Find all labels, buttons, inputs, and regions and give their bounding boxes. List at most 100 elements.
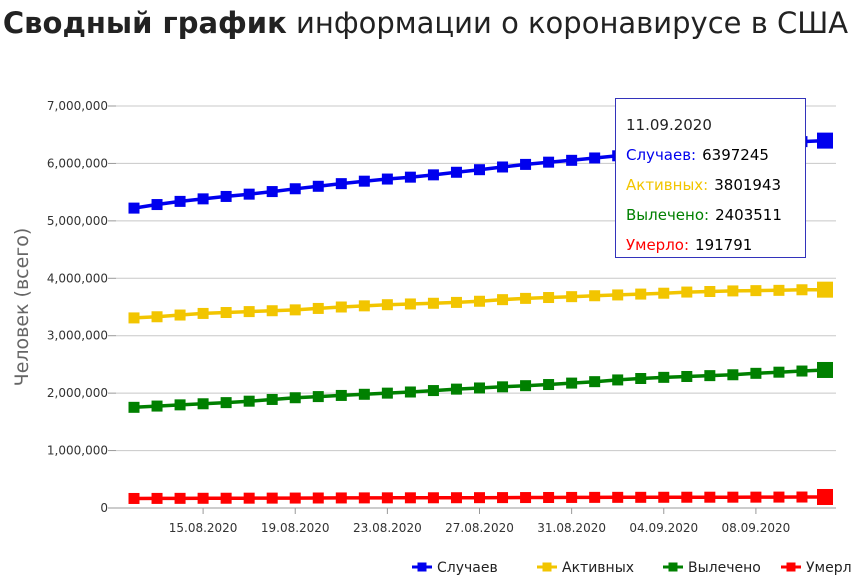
data-point: [358, 300, 370, 312]
data-point: [750, 367, 762, 379]
data-point: [128, 202, 140, 214]
data-point: [474, 382, 485, 394]
data-point: [635, 372, 647, 384]
data-point: [635, 491, 647, 503]
data-point: [543, 379, 555, 391]
data-point: [243, 306, 255, 318]
tooltip-row-active: Активных: 3801943: [626, 170, 805, 200]
y-tick-label: 3,000,000: [47, 329, 108, 343]
y-axis-title: Человек (всего): [11, 228, 33, 387]
data-point: [750, 491, 762, 503]
data-point: [497, 161, 509, 173]
tooltip-value-deaths: 191791: [695, 236, 753, 254]
data-point: [589, 491, 601, 503]
x-tick-label: 19.08.2020: [261, 521, 330, 535]
data-point: [289, 304, 301, 316]
tooltip-value-cases: 6397245: [702, 146, 769, 164]
x-tick-label: 27.08.2020: [445, 521, 514, 535]
y-tick-label: 5,000,000: [47, 214, 108, 228]
data-point: [174, 399, 186, 411]
data-point: [197, 307, 209, 319]
chart-title-bold: Сводный график: [2, 6, 287, 40]
data-point: [543, 292, 555, 304]
data-point: [335, 389, 347, 401]
data-point: [358, 492, 370, 504]
tooltip-date: 11.09.2020: [626, 116, 712, 134]
tooltip-row-cases: Случаев: 6397245: [626, 140, 805, 170]
data-point: [543, 491, 555, 503]
data-point: [174, 195, 186, 207]
data-point: [704, 370, 716, 382]
data-point: [243, 492, 255, 504]
data-point: [404, 171, 416, 183]
data-point: [796, 365, 808, 377]
data-point: [381, 173, 393, 185]
data-point: [658, 371, 670, 383]
tooltip-row-deaths: Умерло: 191791: [626, 230, 805, 260]
data-point: [312, 302, 324, 314]
data-point: [566, 154, 578, 166]
data-point: [589, 376, 601, 388]
data-point: [404, 298, 416, 310]
legend-marker: [668, 562, 678, 572]
data-point: [128, 492, 140, 504]
x-tick-label: 08.09.2020: [722, 521, 791, 535]
tooltip-value-active: 3801943: [714, 176, 782, 194]
data-tooltip: 11.09.2020 Случаев: 6397245 Активных: 3801…: [615, 98, 806, 258]
data-point: [266, 393, 278, 405]
y-tick-label: 7,000,000: [47, 99, 108, 113]
data-point: [381, 387, 393, 399]
data-point: [197, 193, 209, 205]
data-point: [773, 284, 785, 296]
chart-title: Сводный график информации о коронавирусе…: [0, 4, 851, 42]
data-point: [266, 186, 278, 198]
data-point: [658, 491, 670, 503]
tooltip-label-cases: Случаев:: [626, 146, 697, 164]
data-point: [817, 132, 833, 149]
data-point: [289, 392, 301, 404]
data-point: [174, 309, 186, 321]
data-point: [266, 305, 278, 317]
data-point: [243, 395, 255, 407]
x-tick-label: 15.08.2020: [169, 521, 238, 535]
data-point: [612, 491, 624, 503]
data-point: [427, 297, 439, 309]
data-point: [220, 190, 232, 202]
legend-label: Умерло: [806, 560, 851, 576]
data-point: [358, 388, 370, 400]
data-point: [427, 385, 439, 397]
data-point: [796, 284, 808, 296]
legend-marker: [542, 562, 552, 572]
y-tick-label: 6,000,000: [47, 156, 108, 170]
data-point: [266, 492, 278, 504]
data-point: [681, 370, 693, 382]
data-point: [474, 295, 485, 307]
data-point: [220, 492, 232, 504]
data-point: [566, 491, 578, 503]
chart-title-rest: информации о коронавирусе в США: [286, 6, 849, 40]
y-tick-label: 0: [100, 501, 108, 515]
tooltip-label-active: Активных:: [626, 176, 709, 194]
data-point: [520, 158, 532, 170]
data-point: [312, 180, 324, 192]
data-point: [128, 312, 140, 324]
x-tick-label: 31.08.2020: [537, 521, 606, 535]
legend-label: Активных: [562, 560, 634, 576]
data-point: [520, 292, 532, 304]
data-point: [704, 285, 716, 297]
legend-marker: [786, 562, 796, 572]
data-point: [450, 166, 462, 178]
data-point: [589, 290, 601, 302]
data-point: [817, 361, 833, 378]
tooltip-label-deaths: Умерло:: [626, 236, 690, 254]
data-point: [312, 492, 324, 504]
data-point: [174, 492, 186, 504]
data-point: [128, 401, 140, 413]
data-point: [335, 492, 347, 504]
data-point: [704, 491, 716, 503]
y-tick-label: 1,000,000: [47, 444, 108, 458]
data-point: [612, 374, 624, 386]
data-point: [151, 492, 163, 504]
data-point: [817, 281, 833, 298]
data-point: [612, 289, 624, 301]
